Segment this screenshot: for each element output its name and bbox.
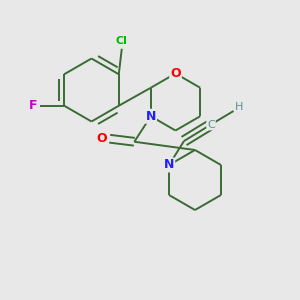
Text: N: N [146, 110, 156, 123]
Text: Cl: Cl [116, 36, 128, 46]
Text: C: C [207, 119, 215, 130]
Text: F: F [29, 99, 38, 112]
Text: N: N [164, 158, 174, 172]
Text: O: O [96, 132, 106, 145]
Text: H: H [235, 102, 244, 112]
Text: O: O [170, 67, 181, 80]
